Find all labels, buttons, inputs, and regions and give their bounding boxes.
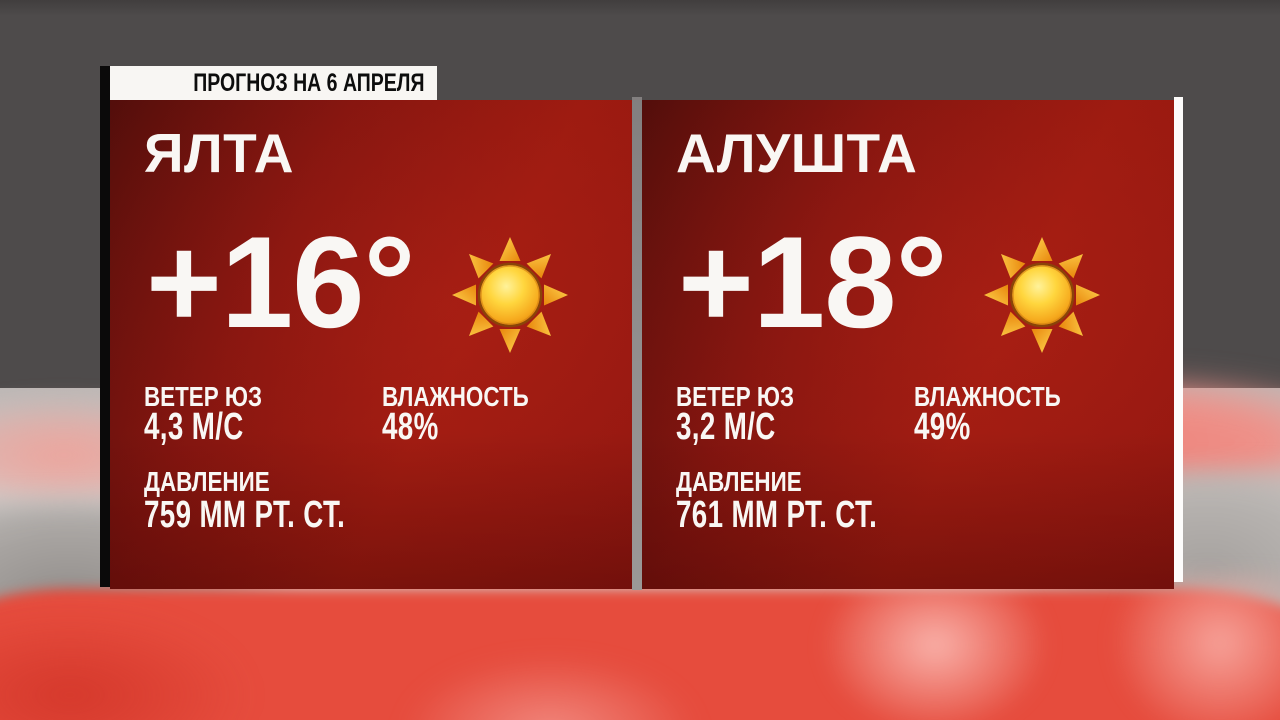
temperature-value: +16° xyxy=(146,209,416,355)
humidity-label: ВЛАЖНОСТЬ xyxy=(914,381,1061,412)
sun-icon xyxy=(452,237,568,353)
forecast-banner: ПРОГНОЗ НА 6 АПРЕЛЯ xyxy=(110,66,437,100)
background-red-highlight xyxy=(400,655,700,720)
pressure-label: ДАВЛЕНИЕ xyxy=(676,466,802,497)
weather-card-alushta: АЛУШТА +18° xyxy=(642,100,1174,589)
sun-icon xyxy=(984,237,1100,353)
banner-title: ПРОГНОЗ НА 6 АПРЕЛЯ xyxy=(192,68,424,97)
humidity-value: 48% xyxy=(382,406,439,448)
city-name: ЯЛТА xyxy=(144,122,294,184)
wind-label: ВЕТЕР ЮЗ xyxy=(144,381,263,412)
temperature-value: +18° xyxy=(678,209,948,355)
wind-label: ВЕТЕР ЮЗ xyxy=(676,381,795,412)
panel-divider xyxy=(632,97,642,590)
wind-value: 3,2 М/С xyxy=(676,406,776,448)
background-red-shade xyxy=(0,610,250,720)
pressure-value: 759 ММ РТ. СТ. xyxy=(144,494,346,536)
humidity-label: ВЛАЖНОСТЬ xyxy=(382,381,529,412)
weather-card-yalta: ЯЛТА +16° xyxy=(110,100,632,589)
wind-value: 4,3 М/С xyxy=(144,406,244,448)
background-red-highlight xyxy=(820,585,1050,720)
humidity-value: 49% xyxy=(914,406,971,448)
left-accent-bar xyxy=(100,66,110,587)
right-accent-bar xyxy=(1174,97,1183,582)
background-red-highlight xyxy=(1110,575,1280,720)
city-name: АЛУШТА xyxy=(676,122,918,184)
pressure-label: ДАВЛЕНИЕ xyxy=(144,466,270,497)
pressure-value: 761 ММ РТ. СТ. xyxy=(676,494,878,536)
